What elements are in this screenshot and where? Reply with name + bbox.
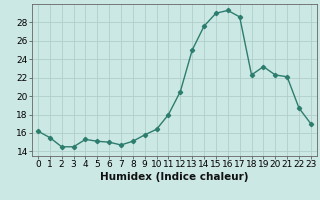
- X-axis label: Humidex (Indice chaleur): Humidex (Indice chaleur): [100, 172, 249, 182]
